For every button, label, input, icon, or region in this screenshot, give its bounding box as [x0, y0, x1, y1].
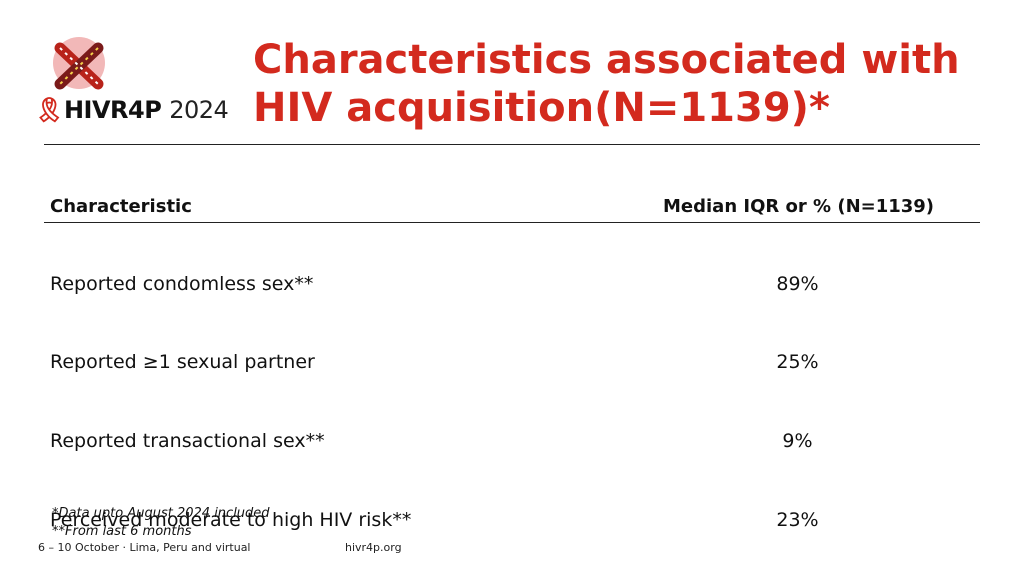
footer-event-info: 6 – 10 October · Lima, Peru and virtual	[38, 541, 251, 554]
header-divider	[44, 222, 980, 223]
ribbon-icon: 🎗︎	[34, 96, 64, 124]
slide-title-line-1: Characteristics associated with	[253, 37, 960, 83]
footnote-timeframe: **From last 6 months	[52, 524, 192, 539]
conference-logo: 🎗︎HIVR4P 2024	[30, 36, 230, 126]
footer-url: hivr4p.org	[345, 541, 402, 554]
table-row: Reported ≥1 sexual partner 25%	[0, 351, 1024, 381]
table-row: Reported transactional sex** 9%	[0, 430, 1024, 460]
logo-wordmark: 🎗︎HIVR4P 2024	[34, 96, 229, 124]
column-header-value: Median IQR or % (N=1139)	[663, 196, 935, 217]
row-value: 23%	[776, 509, 819, 531]
row-label: Reported ≥1 sexual partner	[50, 351, 315, 373]
row-value: 89%	[776, 273, 819, 295]
hivr4p-emblem-icon	[53, 37, 105, 90]
row-label: Reported transactional sex**	[50, 430, 325, 452]
table-row: Reported condomless sex** 89%	[0, 273, 1024, 303]
row-label: Perceived moderate to high HIV risk**	[50, 509, 412, 531]
column-header-characteristic: Characteristic	[50, 196, 192, 217]
slide-title-line-2: HIV acquisition(N=1139)*	[253, 85, 830, 131]
row-label: Reported condomless sex**	[50, 273, 314, 295]
logo-year: 2024	[169, 96, 229, 124]
table-row: Perceived moderate to high HIV risk** 23…	[0, 509, 1024, 539]
title-divider	[44, 144, 980, 145]
row-value: 25%	[776, 351, 819, 373]
row-value: 9%	[782, 430, 813, 452]
footnote-data-cutoff: *Data upto August 2024 included	[52, 506, 270, 521]
logo-name: HIVR4P	[63, 96, 162, 124]
slide-title: Characteristics associated with HIV acqu…	[253, 36, 993, 132]
